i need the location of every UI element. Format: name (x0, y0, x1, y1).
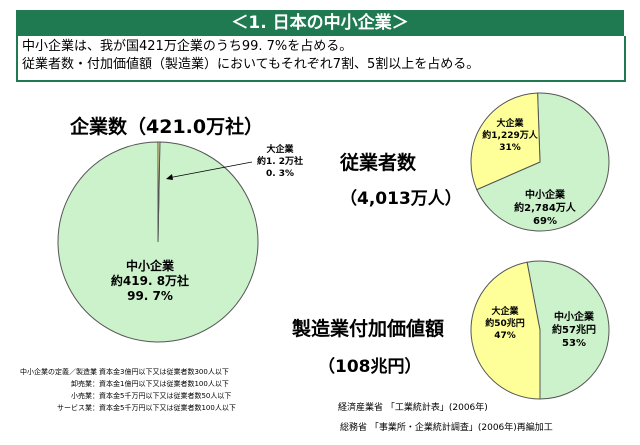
summary-line-1: 中小企業は、我が国421万企業のうち99. 7%を占める。 (22, 39, 353, 54)
definition-label: 中小企業の定義／製造業 (20, 368, 97, 376)
definition-text: ：資本金5千万円以下又は従業者数100人以下 (92, 404, 236, 412)
definition-row: 中小企業の定義／製造業：資本金3億円以下又は従業者数300人以下 (20, 366, 236, 378)
slice-label: 31% (499, 143, 521, 153)
definition-row: 卸売業：資本金1億円以下又は従業者数100人以下 (20, 378, 236, 390)
slice-label: 0. 3% (266, 169, 294, 179)
definition-text: ：資本金3億円以下又は従業者数300人以下 (92, 368, 229, 376)
page-title: ＜1. 日本の中小企業＞ (231, 13, 409, 33)
source-line-2: 総務省 「事業所・企業統計調査」(2006年)再編加工 (340, 423, 553, 433)
pie-slice-sme (526, 260, 610, 400)
slice-label: 中小企業 (554, 310, 595, 323)
pie-slice-large-enterprise (157, 141, 161, 243)
slice-label: 中小企業 (525, 188, 566, 201)
sme-definitions: 中小企業の定義／製造業：資本金3億円以下又は従業者数300人以下 卸売業：資本金… (20, 366, 236, 414)
companies-chart-title: 企業数（421.0万社） (70, 116, 264, 138)
slice-label: 中小企業 (126, 258, 175, 273)
leader-arrow (166, 174, 173, 180)
value-added-chart-title: 製造業付加価値額 (292, 318, 445, 340)
pie-slice-sme (476, 92, 610, 232)
employees-chart-subtitle: （4,013万人） (340, 189, 462, 209)
slice-label: 大企業 (491, 305, 519, 317)
employees-chart-title: 従業者数 (340, 152, 417, 174)
summary-line-2: 従業者数・付加価値額（製造業）においてもそれぞれ7割、5割以上を占める。 (22, 57, 480, 72)
definition-row: 小売業：資本金5千万円以下又は従業者数50人以下 (20, 390, 236, 402)
slice-label: 約419. 8万社 (111, 273, 189, 288)
source-line-1: 経済産業省 「工業統計表」(2006年) (338, 403, 488, 413)
slice-label: 約57兆円 (552, 323, 596, 336)
pie-slice-large-enterprise (470, 261, 541, 400)
value-added-chart-subtitle: （108兆円） (318, 357, 422, 377)
definition-row: サービス業：資本金5千万円以下又は従業者数100人以下 (20, 402, 236, 414)
slice-label: 99. 7% (127, 289, 173, 303)
slice-label: 約50兆円 (485, 317, 525, 329)
definition-label: 卸売業 (71, 380, 92, 388)
slice-label: 大企業 (496, 117, 524, 129)
definition-text: ：資本金1億円以下又は従業者数100人以下 (92, 380, 229, 388)
slice-label: 約1. 2万社 (257, 155, 303, 167)
page-header: ＜1. 日本の中小企業＞ (16, 10, 624, 36)
slice-label: 約1,229万人 (482, 129, 538, 141)
definition-label: 小売業 (71, 392, 92, 400)
slice-label: 大企業 (266, 143, 294, 155)
slice-label: 約2,784万人 (514, 201, 577, 214)
slice-label: 47% (494, 331, 516, 341)
slice-label: 53% (562, 338, 586, 349)
summary-box: 中小企業は、我が国421万企業のうち99. 7%を占める。 従業者数・付加価値額… (16, 36, 626, 82)
pie-slice-large-enterprise (470, 92, 541, 191)
leader-line (167, 161, 253, 179)
slice-label: 69% (533, 216, 557, 227)
definition-label: サービス業 (57, 404, 92, 412)
definition-text: ：資本金5千万円以下又は従業者数50人以下 (92, 392, 232, 400)
